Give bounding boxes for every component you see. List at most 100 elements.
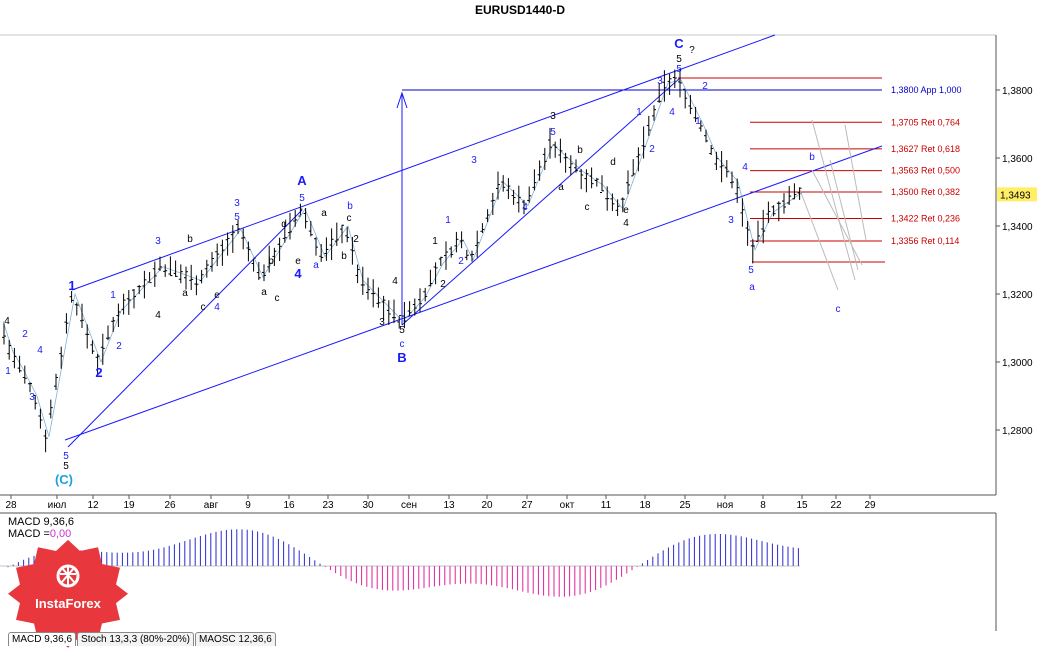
fib-label: 1,3563 Ret 0,500 (891, 166, 960, 176)
projection-line (829, 159, 859, 271)
ohlc-bar (272, 247, 277, 267)
ohlc-bar (2, 323, 6, 345)
ohlc-bar (100, 333, 105, 365)
ohlc-bar (641, 126, 646, 159)
ohlc-bar (381, 295, 386, 321)
ohlc-bar (496, 171, 500, 200)
x-tick-label: 9 (245, 500, 251, 511)
ohlc-bar (704, 129, 708, 143)
fib-label: 1,3500 Ret 0,382 (891, 187, 960, 197)
channel-line (71, 34, 776, 291)
ohlc-bar (475, 230, 480, 258)
x-tick-label: окт (560, 500, 575, 511)
ohlc-bar (662, 70, 667, 102)
ohlc-bar (215, 243, 220, 267)
wave-label: 1 (432, 236, 438, 247)
projection-line (844, 124, 867, 241)
fib-label: 1,3356 Ret 0,114 (891, 236, 959, 246)
ohlc-bar (719, 151, 724, 183)
wave-label: 5 (63, 461, 69, 472)
macd-title: MACD 9,36,6 (8, 516, 75, 528)
wave-label: 2 (116, 341, 122, 352)
wave-label: 1 (5, 366, 11, 377)
ohlc-bar (22, 365, 27, 384)
ohlc-bar (246, 241, 251, 262)
ohlc-bar (256, 262, 261, 280)
ohlc-bar (230, 225, 235, 253)
x-tick-label: 30 (362, 500, 374, 511)
x-tick-label: 26 (164, 500, 176, 511)
ohlc-bar (236, 220, 240, 234)
ohlc-bar (355, 264, 360, 284)
wave-label: 2 (353, 234, 359, 245)
wave-label: 5 (676, 64, 682, 75)
tab-maosc[interactable]: MAOSC 12,36,6 (194, 632, 276, 646)
projection-line (811, 119, 856, 281)
ohlc-bar (579, 168, 584, 190)
ohlc-bar (371, 279, 376, 308)
tab-stoch[interactable]: Stoch 13,3,3 (80%-20%) (77, 632, 194, 646)
ohlc-bar (672, 69, 677, 89)
wave-label: B (397, 350, 406, 365)
wave-label: c (585, 202, 590, 213)
projection-line (799, 189, 839, 291)
wave-label: 3 (379, 317, 385, 328)
wave-label: 2 (458, 256, 464, 267)
wave-label: 2 (702, 81, 708, 92)
tab-macd[interactable]: MACD 9,36,6 (8, 632, 77, 646)
wave-label: 4 (742, 162, 748, 173)
x-tick-label: 16 (283, 500, 295, 511)
ohlc-bar (38, 408, 43, 429)
ohlc-bar (740, 198, 745, 227)
ohlc-bar (636, 147, 641, 172)
wave-label: b (341, 251, 347, 262)
wave-label: 2 (95, 365, 102, 380)
ohlc-bar (542, 147, 547, 171)
ohlc-bar (594, 177, 599, 187)
ohlc-bar (433, 262, 438, 285)
current-price-label: 1,3493 (1000, 190, 1031, 201)
ohlc-bar (106, 325, 110, 341)
ohlc-bar (574, 159, 578, 173)
ohlc-bar (532, 169, 537, 191)
wave-label: 1 (695, 116, 701, 127)
wave-label: 3 (657, 76, 663, 87)
wave-label: 2 (22, 329, 28, 340)
wave-label: e (623, 205, 629, 216)
wave-label: a (749, 282, 755, 293)
x-tick-label: сен (401, 500, 417, 511)
ohlc-bar (750, 239, 755, 264)
y-tick-label: 1,3600 (1002, 154, 1033, 165)
ohlc-bar (631, 159, 636, 177)
ohlc-bar (12, 347, 17, 369)
projection-line (811, 169, 863, 266)
wave-label: a (313, 260, 319, 271)
ohlc-bar (610, 193, 615, 212)
ohlc-bar (319, 243, 324, 262)
ohlc-bar (95, 353, 100, 375)
wave-label: a (558, 182, 564, 193)
ohlc-bar (766, 201, 771, 223)
x-tick-label: 11 (601, 500, 612, 511)
ohlc-bar (116, 303, 121, 327)
ohlc-bar (776, 201, 781, 222)
wave-label: 4 (392, 276, 398, 287)
x-tick-label: 22 (830, 500, 842, 511)
indicator-tabs: MACD 9,36,6 Stoch 13,3,3 (80%-20%) MAOSC… (8, 632, 277, 646)
channel-line (67, 209, 303, 448)
ohlc-bar (501, 175, 506, 192)
x-tick-label: 20 (481, 500, 493, 511)
ohlc-bar (657, 83, 662, 103)
x-tick-label: авг (204, 500, 219, 511)
ohlc-bar (80, 303, 84, 328)
ohlc-bar (626, 170, 630, 195)
ohlc-bar (470, 250, 474, 262)
ohlc-bar (589, 167, 594, 189)
wave-label: ? (689, 45, 695, 56)
ohlc-bar (28, 382, 32, 393)
ohlc-bar (267, 245, 272, 273)
ohlc-bar (522, 199, 526, 215)
wave-label: A (297, 173, 307, 188)
ohlc-bar (137, 284, 142, 295)
